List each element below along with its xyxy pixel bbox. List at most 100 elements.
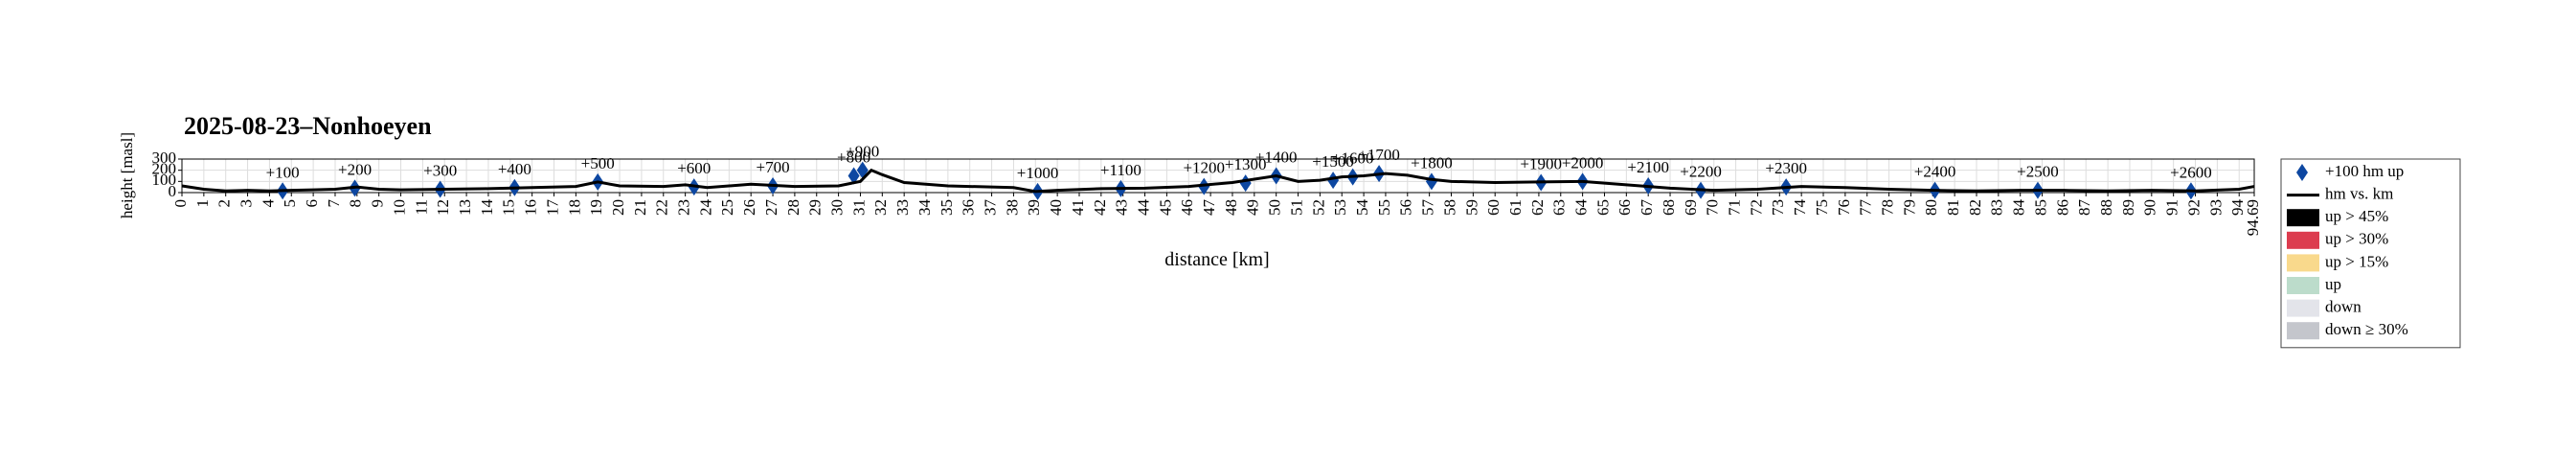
x-tick-label: 40: [1047, 199, 1065, 216]
x-tick-label: 62: [1528, 199, 1547, 216]
x-tick-label: 84: [2010, 199, 2028, 217]
marker: [1327, 172, 1340, 190]
elevation-line: [181, 168, 2255, 194]
x-tick-label: 61: [1506, 199, 1525, 216]
x-tick-label: 9: [369, 199, 387, 208]
legend-label: up > 30%: [2325, 230, 2388, 248]
x-tick-label: 31: [849, 199, 868, 216]
x-tick-label: 15: [500, 199, 518, 216]
x-tick-label: 11: [412, 199, 430, 215]
x-tick-label: 85: [2031, 199, 2049, 216]
marker-label: +2400: [1914, 163, 1956, 181]
x-tick-label: 63: [1550, 199, 1569, 216]
x-tick-label: 32: [871, 199, 890, 216]
legend-label: down ≥ 30%: [2325, 320, 2408, 338]
x-tick-label: 47: [1200, 199, 1218, 217]
x-tick-label: 59: [1462, 199, 1480, 216]
x-tick-label: 71: [1726, 199, 1744, 216]
x-tick-label: 35: [938, 199, 956, 216]
x-tick-label: 26: [740, 199, 758, 216]
x-tick-label: 90: [2141, 199, 2159, 216]
x-tick-label: 60: [1484, 199, 1503, 216]
x-tick-label: 20: [609, 199, 627, 216]
legend-label: up > 45%: [2325, 207, 2388, 225]
x-tick-label: 4: [259, 199, 277, 208]
x-tick-label: 69: [1682, 199, 1700, 216]
marker-label: +1800: [1411, 153, 1453, 172]
x-tick-label: 33: [893, 199, 912, 216]
x-tick-label: 7: [325, 199, 343, 208]
x-tick-label: 83: [1988, 199, 2006, 216]
marker-label: +1200: [1183, 159, 1225, 177]
x-tick-label: 19: [587, 199, 605, 216]
marker-label: +100: [266, 163, 300, 181]
x-tick-label: 54: [1353, 199, 1371, 217]
x-tick-label: 6: [303, 199, 321, 208]
x-tick-label: 55: [1375, 199, 1393, 216]
x-tick-label: 52: [1309, 199, 1327, 216]
marker-label: +2500: [2017, 163, 2059, 181]
y-tick-label: 100: [152, 171, 177, 189]
x-tick-label: 56: [1397, 199, 1415, 216]
x-tick-label: 72: [1747, 199, 1765, 216]
x-tick-label: 50: [1266, 199, 1284, 216]
legend-swatch: [2287, 299, 2319, 317]
x-tick-label: 42: [1091, 199, 1109, 216]
x-tick-label: 87: [2075, 199, 2093, 217]
x-tick-label: 14: [478, 199, 496, 217]
x-tick-label: 10: [390, 199, 408, 216]
marker-label: +800: [837, 149, 870, 167]
x-tick-label: 70: [1704, 199, 1722, 216]
y-tick-label: 300: [152, 149, 177, 167]
x-tick-label: 37: [981, 199, 999, 217]
x-tick-label: 0: [171, 199, 190, 208]
x-tick-label: 65: [1593, 199, 1612, 216]
x-tick-label: 94: [2228, 199, 2247, 217]
legend-label: down: [2325, 298, 2361, 316]
x-tick-label: 16: [522, 199, 540, 216]
x-tick-label: 29: [806, 199, 825, 216]
marker-label: +2100: [1627, 158, 1669, 176]
legend-swatch: [2287, 254, 2319, 272]
x-tick-label: 74: [1791, 199, 1809, 217]
legend-swatch: [2287, 322, 2319, 340]
x-tick-label: 12: [434, 199, 452, 216]
marker-label: +200: [338, 160, 372, 178]
x-tick-label: 46: [1178, 199, 1196, 216]
x-axis-label: distance [km]: [1164, 249, 1269, 270]
marker-label: +2000: [1562, 153, 1604, 172]
x-tick-label: 53: [1331, 199, 1349, 216]
marker-label: +900: [846, 143, 879, 161]
x-tick-label: 22: [653, 199, 671, 216]
y-tick-label: 0: [169, 182, 177, 200]
legend-label: up: [2325, 275, 2341, 293]
x-tick-label: 39: [1025, 199, 1043, 216]
plot-frame: [181, 158, 2255, 194]
marker-label: +700: [756, 158, 789, 176]
x-tick-label: 86: [2053, 199, 2071, 216]
marker-label: +2200: [1680, 163, 1722, 181]
marker-label: +400: [498, 160, 531, 178]
x-tick-label: 43: [1113, 199, 1131, 216]
legend-label: up > 15%: [2325, 252, 2388, 270]
x-tick-label: 30: [828, 199, 847, 216]
x-tick-label: 73: [1769, 199, 1787, 216]
legend-label: hm vs. km: [2325, 185, 2393, 203]
x-tick-label: 57: [1419, 199, 1437, 217]
legend-swatch: [2287, 231, 2319, 249]
x-tick-label: 94.69: [2244, 199, 2262, 236]
x-tick-label: 13: [456, 199, 474, 216]
marker-label: +2300: [1765, 159, 1807, 177]
x-tick-label: 28: [784, 199, 802, 216]
marker: [847, 167, 860, 185]
marker-label: +300: [423, 162, 457, 180]
legend-swatch: [2287, 277, 2319, 294]
x-tick-label: 8: [347, 199, 365, 208]
x-tick-label: 91: [2163, 199, 2181, 216]
x-tick-label: 93: [2206, 199, 2225, 216]
marker-label: +1400: [1255, 149, 1298, 167]
x-tick-label: 67: [1638, 199, 1656, 217]
x-tick-label: 44: [1134, 199, 1152, 217]
marker-label: +1100: [1100, 161, 1141, 179]
